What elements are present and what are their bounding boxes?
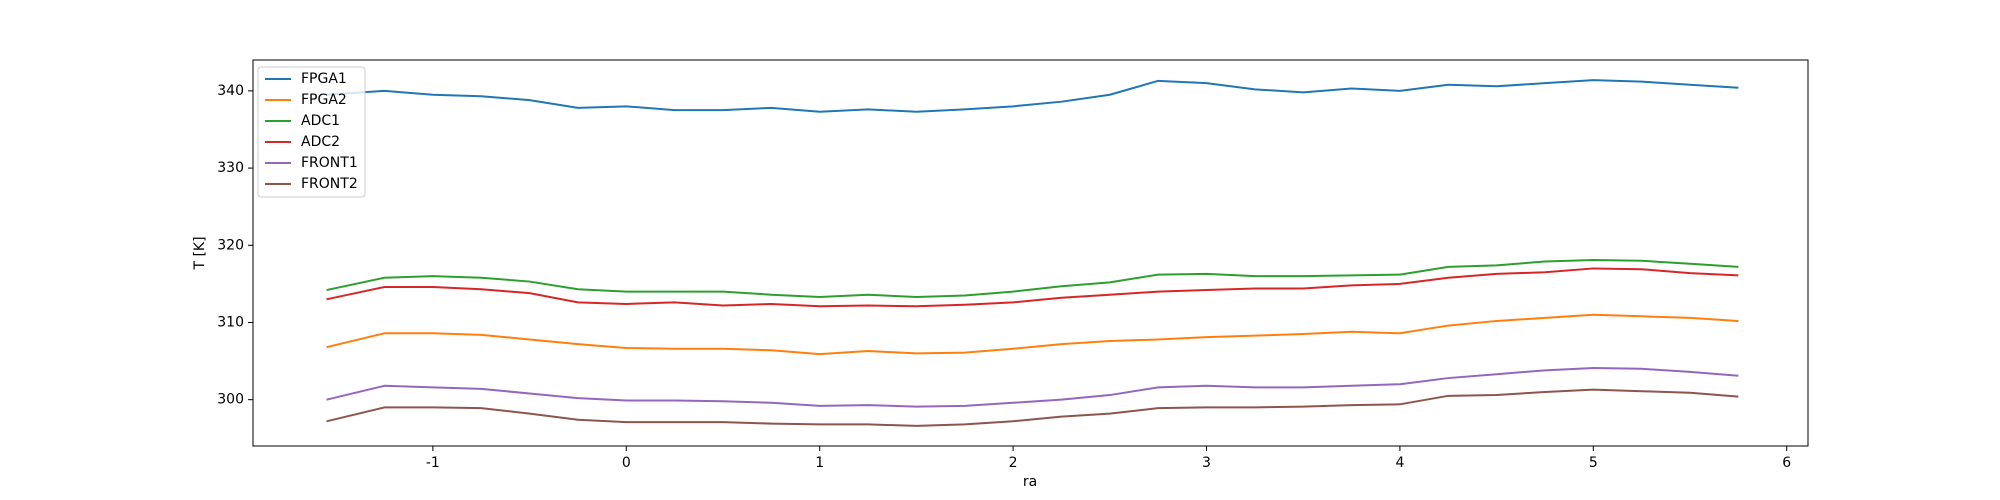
legend-label: FRONT2 <box>301 176 358 192</box>
y-tick-label: 330 <box>217 160 244 176</box>
y-tick-label: 310 <box>217 314 244 330</box>
x-tick-label: 5 <box>1589 455 1598 471</box>
legend-label: FPGA1 <box>301 71 347 87</box>
x-axis-label: ra <box>1023 474 1037 490</box>
series-line <box>326 388 1739 427</box>
series-line <box>326 258 1739 299</box>
y-axis-label: T [K] <box>192 236 208 270</box>
x-tick-label: 1 <box>815 455 824 471</box>
legend-label: ADC2 <box>301 134 340 150</box>
legend-label: FRONT1 <box>301 155 358 171</box>
x-tick-label: -1 <box>426 455 440 471</box>
series-line <box>326 267 1739 308</box>
legend-label: ADC1 <box>301 113 340 129</box>
legend-label: FPGA2 <box>301 92 347 108</box>
x-tick-label: 2 <box>1009 455 1018 471</box>
series-line <box>326 313 1739 356</box>
x-tick-label: 6 <box>1782 455 1791 471</box>
x-tick-label: 0 <box>622 455 631 471</box>
x-tick-label: 4 <box>1395 455 1404 471</box>
series-line <box>326 79 1739 113</box>
x-tick-label: 3 <box>1202 455 1211 471</box>
series-line <box>326 367 1739 408</box>
plot-frame <box>252 59 1809 447</box>
y-tick-label: 300 <box>217 392 244 408</box>
y-tick-label: 340 <box>217 83 244 99</box>
y-tick-label: 320 <box>217 237 244 253</box>
